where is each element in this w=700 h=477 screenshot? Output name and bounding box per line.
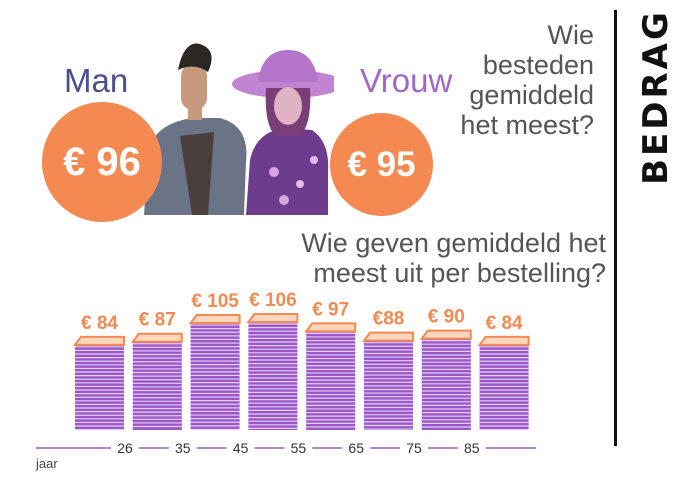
woman-photo [232, 50, 334, 215]
bar [304, 322, 357, 430]
tick-mask [400, 440, 428, 456]
bar [419, 329, 472, 430]
bar-cap [188, 314, 241, 325]
bar [73, 335, 125, 431]
bar-body [364, 338, 413, 430]
man-photo [144, 43, 247, 215]
x-tick-label: 75 [406, 440, 422, 456]
tick-mask [342, 440, 371, 456]
age-question: Wie geven gemiddeld het meest uit per be… [301, 228, 606, 288]
tick-mask [457, 440, 486, 456]
man-label: Man [64, 62, 129, 99]
bar [130, 332, 183, 430]
people-photo [144, 43, 334, 215]
bar-cap [130, 332, 183, 343]
vertical-divider [614, 10, 617, 446]
bar-cap [73, 335, 125, 346]
section-label: BEDRAG [636, 9, 676, 185]
bar-value-label: € 90 [428, 307, 465, 328]
bar-value-label: €88 [373, 309, 405, 330]
bar-cap [304, 322, 357, 333]
x-tick-label: 26 [117, 440, 133, 456]
tick-mask [226, 440, 255, 456]
bar-value-label: € 106 [249, 290, 297, 311]
x-axis-label: jaar [36, 456, 58, 471]
x-tick-label: 65 [348, 440, 364, 456]
bar-value-label: € 105 [191, 291, 239, 312]
x-tick-label: 45 [233, 440, 249, 456]
bar-cap [419, 329, 472, 340]
bar-cap [362, 331, 414, 342]
x-tick-label: 55 [291, 440, 307, 456]
man-value-bubble: € 96 [42, 102, 162, 222]
bar-value-label: € 84 [81, 313, 118, 334]
bar-value-label: € 84 [486, 313, 523, 334]
age-bar-chart: € 84 € 87 € 105 € 106 € 97 €88 € 90 € 84 26 35 45 5… [36, 290, 536, 456]
bar [246, 313, 299, 430]
bar-value-label: € 87 [139, 310, 176, 331]
bar-value-label: € 97 [312, 299, 349, 320]
bar-cap [477, 335, 530, 346]
bar-body [132, 339, 182, 430]
tick-mask [284, 440, 313, 456]
tick-mask [111, 440, 139, 456]
bar-cap [246, 313, 299, 323]
woman-label: Vrouw [360, 62, 453, 99]
tick-mask [168, 440, 197, 456]
gender-question: Wie besteden gemiddeld het meest? [460, 20, 594, 140]
x-tick-label: 85 [464, 440, 480, 456]
bar [362, 331, 414, 430]
x-tick-label: 35 [175, 440, 191, 456]
bar [477, 335, 530, 431]
woman-value-bubble: € 95 [330, 113, 433, 216]
bar [188, 314, 241, 431]
